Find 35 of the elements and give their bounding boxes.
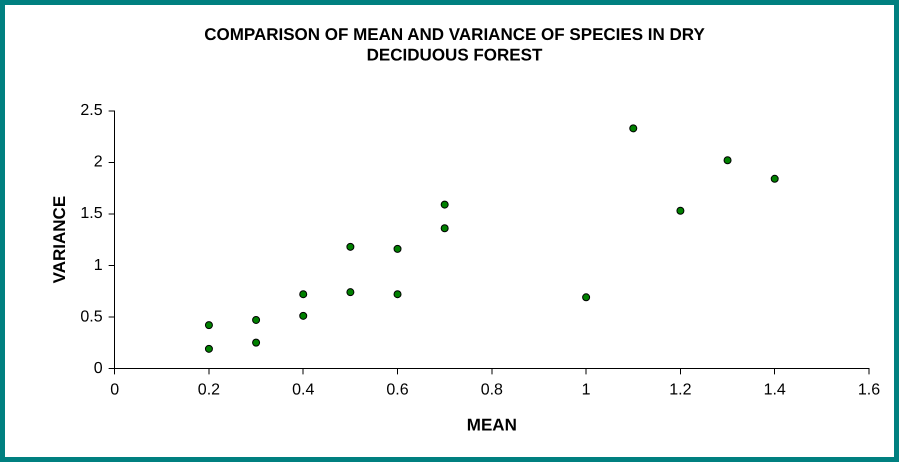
y-tick-label: 0.5 — [80, 308, 103, 326]
x-tick-label: 0 — [110, 381, 120, 398]
chart-title: COMPARISON OF MEAN AND VARIANCE OF SPECIES IN DRY DECIDUOUS FOREST — [204, 24, 706, 64]
point — [299, 290, 308, 298]
point — [252, 338, 260, 347]
point — [394, 244, 402, 253]
x-tick-label: 0.4 — [292, 381, 314, 398]
x-tick-label: 1.2 — [669, 381, 692, 398]
point — [252, 316, 260, 324]
point — [770, 174, 779, 183]
point — [676, 206, 684, 215]
point — [724, 156, 732, 164]
x-tick-label: 0.2 — [198, 381, 220, 398]
point — [629, 124, 638, 132]
x-tick-label: 1.6 — [858, 381, 880, 398]
point — [440, 224, 449, 232]
y-tick-label: 2 — [94, 154, 103, 171]
y-tick-label: 2.5 — [80, 102, 103, 120]
point — [346, 288, 354, 296]
x-tick-label: 1 — [582, 381, 591, 398]
x-tick-label: 0.8 — [480, 381, 504, 398]
y-tick-label: 1 — [94, 256, 103, 274]
point — [394, 290, 402, 298]
point — [440, 200, 449, 209]
point — [299, 312, 308, 320]
x-tick-label: 0.6 — [386, 381, 409, 398]
x-tick-label: 1.4 — [764, 381, 786, 398]
y-tick-label: 1.5 — [80, 205, 103, 222]
point — [582, 293, 590, 302]
x-axis-title: MEAN — [466, 415, 517, 434]
point — [204, 321, 213, 330]
y-axis-title: VARIANCE — [50, 196, 69, 284]
y-tick-label: 0 — [94, 360, 103, 377]
point — [346, 242, 354, 251]
point — [204, 344, 213, 353]
